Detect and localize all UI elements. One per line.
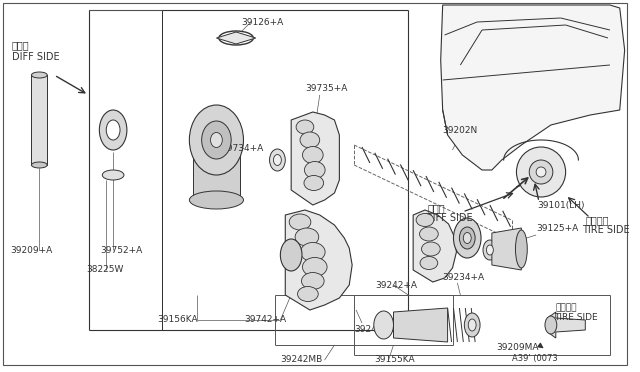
Text: 39242MB: 39242MB [280,356,323,365]
Text: TIRE SIDE: TIRE SIDE [582,225,630,235]
Text: 38225W: 38225W [86,266,124,275]
Ellipse shape [515,230,527,268]
Polygon shape [394,308,447,342]
Ellipse shape [280,239,302,271]
Ellipse shape [454,218,481,258]
Text: デフ側: デフ側 [12,40,29,50]
Text: TIRE SIDE: TIRE SIDE [554,314,598,323]
Ellipse shape [305,161,325,179]
Ellipse shape [273,154,282,166]
Ellipse shape [374,311,394,339]
Ellipse shape [303,147,323,164]
Ellipse shape [31,162,47,168]
Polygon shape [441,5,625,170]
Text: 39209MA: 39209MA [497,343,540,353]
Polygon shape [285,210,352,310]
Ellipse shape [300,132,320,148]
Text: 39752+A: 39752+A [100,246,143,254]
Ellipse shape [211,132,222,148]
Circle shape [536,167,546,177]
Ellipse shape [468,319,476,331]
Ellipse shape [298,286,318,301]
Text: タイヤ側: タイヤ側 [556,304,577,312]
Text: 39126+A: 39126+A [241,17,284,26]
Polygon shape [413,210,456,282]
Ellipse shape [296,120,314,134]
Ellipse shape [269,149,285,171]
Text: 39125+A: 39125+A [536,224,579,232]
Text: 39735+A: 39735+A [305,83,348,93]
Ellipse shape [422,242,440,256]
Text: 39742+A: 39742+A [244,315,286,324]
Text: 39156KA: 39156KA [157,315,198,324]
Text: A39' (0073: A39' (0073 [511,353,557,362]
Ellipse shape [545,316,557,334]
Circle shape [516,147,566,197]
Polygon shape [216,32,256,44]
Ellipse shape [420,257,438,269]
Text: 39734+A: 39734+A [221,144,264,153]
Ellipse shape [99,110,127,150]
Polygon shape [31,75,47,165]
Polygon shape [193,140,240,200]
Ellipse shape [301,273,324,289]
Ellipse shape [464,313,480,337]
Polygon shape [549,312,586,338]
Ellipse shape [301,243,325,262]
Text: DIFF SIDE: DIFF SIDE [12,52,60,62]
Ellipse shape [303,257,327,276]
Text: 39242+A: 39242+A [376,280,418,289]
Ellipse shape [460,227,475,249]
Ellipse shape [486,245,493,255]
Ellipse shape [463,232,471,244]
Ellipse shape [304,176,324,190]
Text: 39209+A: 39209+A [10,246,52,254]
Ellipse shape [289,214,311,230]
Ellipse shape [189,191,243,209]
Text: タイヤ側: タイヤ側 [586,215,609,225]
Text: 39234+A: 39234+A [443,273,484,282]
Ellipse shape [416,214,434,227]
Text: 39101(LH): 39101(LH) [537,201,584,209]
Ellipse shape [31,72,47,78]
Ellipse shape [295,228,319,246]
Text: DIFF SIDE: DIFF SIDE [425,213,472,223]
Ellipse shape [189,105,243,175]
Polygon shape [492,228,522,270]
Text: 39242MB: 39242MB [354,326,396,334]
Text: デフ側: デフ側 [428,203,445,213]
Polygon shape [291,112,339,205]
Ellipse shape [102,170,124,180]
Ellipse shape [202,121,231,159]
Text: 39155KA: 39155KA [374,356,415,365]
Text: 39202N: 39202N [443,125,478,135]
Ellipse shape [106,120,120,140]
Ellipse shape [483,240,497,260]
Circle shape [529,160,553,184]
Ellipse shape [420,227,438,241]
